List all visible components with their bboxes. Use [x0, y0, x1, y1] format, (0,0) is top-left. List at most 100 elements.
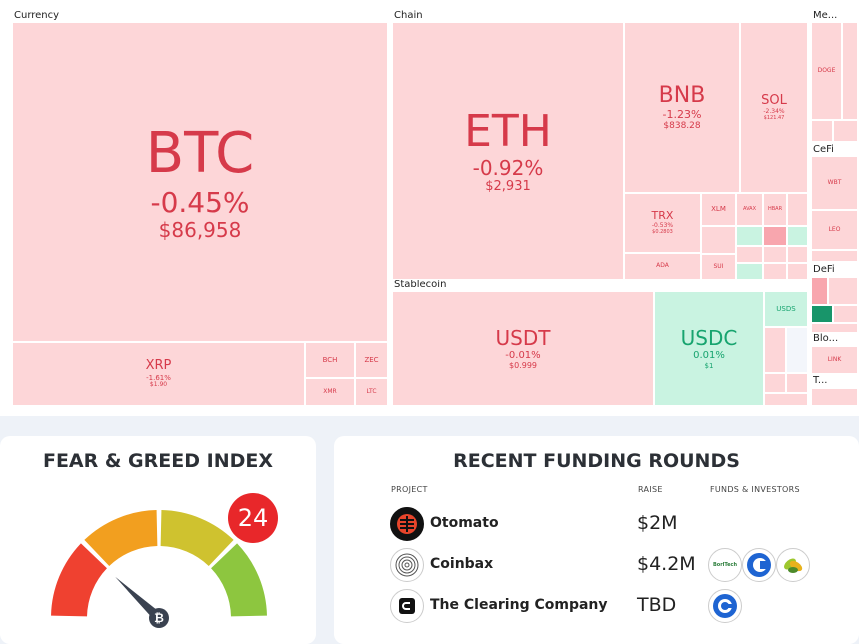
tile-usds[interactable]: USDS — [764, 291, 808, 327]
tile-small[interactable] — [828, 277, 858, 305]
tile-small[interactable] — [736, 246, 763, 263]
coinbax-logo-icon — [390, 548, 424, 582]
gauge-segment — [51, 543, 107, 617]
tile-small[interactable] — [787, 263, 808, 280]
tile-leo[interactable]: LEO — [811, 210, 858, 250]
tile-small[interactable] — [701, 226, 736, 254]
tile-small[interactable] — [763, 263, 787, 280]
tile-small[interactable] — [787, 226, 808, 246]
tile-sol[interactable]: SOL -2.34% $121.47 — [740, 22, 808, 193]
investor-logo-text: BorlTech — [712, 562, 738, 568]
tile-symbol: XLM — [711, 205, 726, 214]
tile-zec[interactable]: ZEC — [355, 342, 388, 378]
tile-small[interactable] — [763, 226, 787, 246]
funding-row[interactable]: Otomato $2M — [390, 507, 859, 541]
raise-amount: TBD — [637, 594, 677, 616]
gauge-segment — [84, 510, 158, 566]
tile-doge[interactable]: DOGE — [811, 22, 842, 120]
fear-greed-title: FEAR & GREED INDEX — [42, 450, 274, 472]
tile-symbol: XRP — [145, 358, 172, 374]
investor-c-logo-icon[interactable] — [708, 589, 742, 623]
fear-greed-card: FEAR & GREED INDEX 24 ₿ — [0, 436, 316, 644]
borltech-investor-icon[interactable]: BorlTech — [708, 548, 742, 582]
tile-wbt[interactable]: WBT — [811, 156, 858, 210]
project-name[interactable]: The Clearing Company — [430, 597, 608, 613]
tile-small[interactable] — [833, 305, 858, 323]
tile-symbol: BNB — [658, 83, 706, 109]
investor-leaf-logo-icon[interactable] — [776, 548, 810, 582]
col-header-investors: FUNDS & INVESTORS — [710, 485, 800, 494]
tile-symbol: WBT — [827, 178, 842, 186]
tile-small[interactable] — [811, 277, 828, 305]
tile-small[interactable] — [786, 327, 808, 373]
raise-amount: $2M — [637, 512, 678, 534]
raise-amount: $4.2M — [637, 553, 696, 575]
gauge-needle — [115, 576, 163, 622]
funding-rounds-card: RECENT FUNDING ROUNDS PROJECT RAISE FUND… — [334, 436, 859, 644]
tile-xmr[interactable]: XMR — [305, 378, 355, 406]
tile-symbol: AVAX — [742, 205, 757, 212]
tile-symbol: ETH — [464, 105, 552, 157]
tile-sui[interactable]: SUI — [701, 254, 736, 280]
tile-small[interactable] — [787, 246, 808, 263]
fear-greed-value-badge: 24 — [228, 493, 278, 543]
tile-price: $1 — [704, 361, 714, 370]
tile-change: -1.61% — [146, 374, 171, 382]
funding-row[interactable]: The Clearing Company TBD — [390, 589, 859, 623]
tile-symbol: DOGE — [817, 66, 836, 74]
svg-text:₿: ₿ — [154, 611, 164, 625]
tile-symbol: BCH — [322, 355, 338, 364]
gauge-segment — [211, 543, 267, 617]
tile-symbol: USDC — [680, 326, 738, 351]
tile-small[interactable] — [763, 246, 787, 263]
tile-symbol: XMR — [323, 387, 337, 395]
tile-bnb[interactable]: BNB -1.23% $838.28 — [624, 22, 740, 193]
section-label-currency: Currency — [14, 10, 60, 21]
tile-xrp[interactable]: XRP -1.61% $1.90 — [12, 342, 305, 406]
tile-price: $0.2803 — [652, 228, 673, 235]
section-label-chain: Chain — [394, 10, 423, 21]
tile-small[interactable] — [736, 263, 763, 280]
tile-ltc[interactable]: LTC — [355, 378, 388, 406]
tile-link[interactable]: LINK — [811, 346, 858, 374]
tile-small[interactable] — [811, 250, 858, 262]
tile-small[interactable] — [833, 120, 858, 142]
tile-small[interactable] — [811, 120, 833, 142]
funding-row[interactable]: Coinbax $4.2M BorlTech — [390, 548, 859, 582]
tile-change: -2.34% — [763, 107, 785, 115]
tile-small[interactable] — [786, 373, 808, 393]
tile-btc[interactable]: BTC -0.45% $86,958 — [12, 22, 388, 342]
tile-change: -0.45% — [150, 185, 250, 219]
tile-small[interactable] — [811, 305, 833, 323]
tile-avax[interactable]: AVAX — [736, 193, 763, 226]
section-label-cefi: CeFi — [813, 144, 834, 155]
tile-small[interactable] — [764, 373, 786, 393]
project-name[interactable]: Coinbax — [430, 556, 494, 572]
col-header-raise: RAISE — [638, 485, 663, 494]
tile-small[interactable] — [764, 393, 808, 406]
tile-hbar[interactable]: HBAR — [763, 193, 787, 226]
fear-greed-gauge: ₿ — [51, 510, 267, 628]
tile-trx[interactable]: TRX -0.53% $0.2803 — [624, 193, 701, 253]
otomato-logo-icon — [390, 507, 424, 541]
tile-small[interactable] — [787, 193, 808, 226]
tile-symbol: ADA — [656, 262, 669, 270]
tile-usdt[interactable]: USDT -0.01% $0.999 — [392, 291, 654, 406]
tile-usdc[interactable]: USDC 0.01% $1 — [654, 291, 764, 406]
tile-eth[interactable]: ETH -0.92% $2,931 — [392, 22, 624, 280]
tile-ada[interactable]: ADA — [624, 253, 701, 280]
tile-small[interactable] — [811, 388, 858, 406]
tile-xlm[interactable]: XLM — [701, 193, 736, 226]
tile-symbol: LEO — [828, 225, 841, 233]
tile-symbol: HBAR — [767, 205, 783, 212]
tile-small[interactable] — [764, 327, 786, 373]
section-label-meme: Me... — [813, 10, 838, 21]
project-name[interactable]: Otomato — [430, 515, 499, 531]
tile-small[interactable] — [811, 323, 858, 333]
tile-small[interactable] — [736, 226, 763, 246]
tile-symbol: SOL — [761, 92, 787, 108]
tile-bch[interactable]: BCH — [305, 342, 355, 378]
tile-small[interactable] — [842, 22, 858, 120]
investor-c-logo-icon[interactable] — [742, 548, 776, 582]
col-header-project: PROJECT — [391, 485, 428, 494]
